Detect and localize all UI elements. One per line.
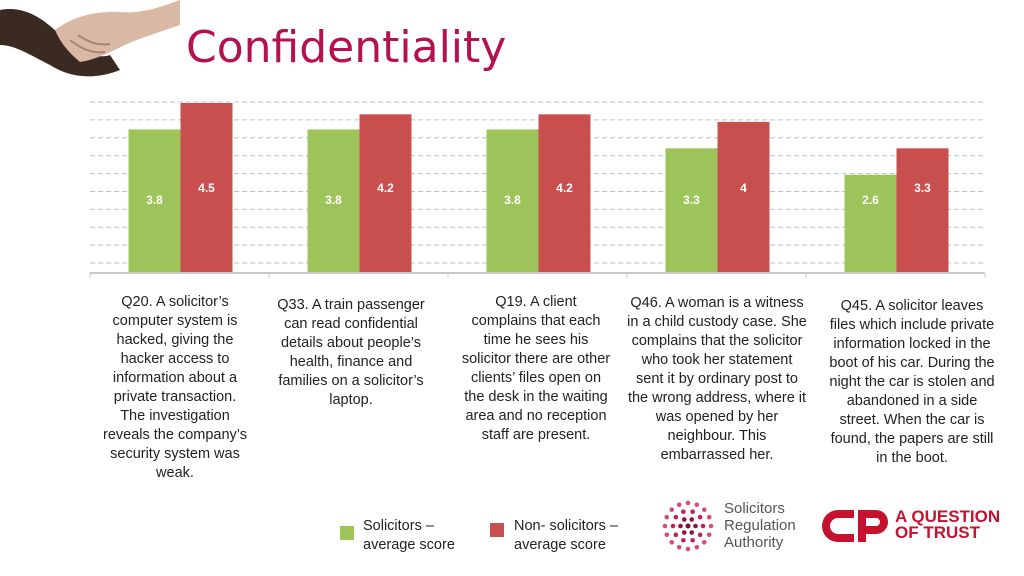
sra-dot	[689, 517, 695, 522]
legend-label-non-solicitors: Non- solicitors – average score	[514, 517, 618, 555]
sra-line1: Solicitors	[724, 500, 785, 517]
chart-gridlines	[90, 101, 985, 264]
sra-dot	[689, 530, 695, 535]
sra-dot	[700, 523, 706, 529]
legend-solicitors-line2: average score	[363, 537, 455, 553]
sra-dot	[681, 517, 687, 522]
bar-solicitors	[486, 129, 539, 273]
handshake-image	[0, 0, 180, 77]
bar-non-solicitors	[180, 103, 233, 273]
sra-dot	[681, 537, 686, 543]
bar-chart: 3.8 3.8 3.8 3.3 2.6 4.5 4.2 4.2 4 3.3	[89, 101, 986, 278]
sra-dot	[685, 523, 691, 529]
sra-dot	[669, 507, 675, 513]
category-label: Q33. A train passenger can read confiden…	[277, 297, 425, 408]
sra-dot	[690, 537, 695, 543]
sra-dot	[670, 523, 676, 529]
sra-dot	[678, 523, 683, 529]
sra-dot	[673, 514, 679, 520]
category-label: Q20. A solicitor’s computer system is ha…	[102, 294, 247, 481]
sra-dot	[693, 523, 698, 529]
data-label: 4	[740, 181, 747, 195]
category-label: Q46. A woman is a witness in a child cus…	[627, 295, 807, 463]
data-label: 3.8	[325, 193, 342, 207]
sra-dot	[681, 509, 686, 515]
aqt-line1: A QUESTION	[895, 507, 1001, 526]
bar-solicitors	[128, 129, 181, 273]
aqt-line2: OF TRUST	[895, 523, 980, 542]
data-label: 2.6	[862, 193, 879, 207]
sra-dot	[669, 539, 675, 545]
data-label: 4.2	[556, 181, 573, 195]
data-label: 4.2	[377, 181, 394, 195]
sra-dot	[681, 530, 687, 535]
sra-dot	[706, 514, 712, 520]
sra-dot	[694, 544, 700, 550]
legend-solicitors-line1: Solicitors –	[363, 518, 434, 534]
aqt-logo-text: A QUESTION OF TRUST	[895, 507, 1001, 542]
sra-logo-dots-icon	[662, 500, 714, 552]
chart-axis	[89, 272, 986, 278]
sra-dot	[664, 514, 670, 520]
bar-solicitors	[307, 129, 360, 273]
sra-dot	[697, 532, 703, 538]
aqt-logo-icon	[822, 510, 888, 542]
legend-swatch-solicitors	[340, 526, 354, 540]
sra-dot	[701, 539, 707, 545]
category-label: Q45. A solicitor leaves files which incl…	[829, 298, 995, 466]
sra-line2: Regulation	[724, 517, 796, 534]
legend-non-solicitors-line1: Non- solicitors –	[514, 518, 618, 534]
data-label: 4.5	[198, 181, 215, 195]
category-label: Q19. A client complains that each time h…	[461, 294, 611, 443]
legend-non-solicitors-line2: average score	[514, 537, 606, 553]
data-label: 3.8	[504, 193, 521, 207]
sra-dot	[676, 502, 682, 508]
sra-dot	[706, 532, 712, 538]
sra-dot	[676, 544, 682, 550]
data-label: 3.3	[914, 181, 931, 195]
bar-solicitors	[844, 174, 897, 273]
legend-label-solicitors: Solicitors – average score	[363, 517, 455, 555]
sra-line3: Authority	[724, 534, 784, 551]
sra-dot	[662, 523, 668, 529]
bar-non-solicitors	[717, 121, 770, 273]
bar-non-solicitors	[896, 148, 949, 273]
sra-logo-text: Solicitors Regulation Authority	[724, 500, 796, 551]
data-label: 3.8	[146, 193, 163, 207]
sra-dot	[708, 523, 714, 529]
sra-dot	[664, 532, 670, 538]
page-title: Confidentiality	[186, 22, 507, 73]
sra-dot	[673, 532, 679, 538]
bar-solicitors	[665, 148, 718, 273]
sra-dot	[685, 500, 691, 506]
bar-non-solicitors	[538, 114, 591, 273]
chart-bars: 3.8 3.8 3.8 3.3 2.6 4.5 4.2 4.2 4 3.3	[128, 103, 949, 273]
sra-dot	[685, 546, 691, 552]
bar-non-solicitors	[359, 114, 412, 273]
sra-dot	[690, 509, 695, 515]
sra-dot	[697, 514, 703, 520]
sra-dot	[694, 502, 700, 508]
sra-dot	[701, 507, 707, 513]
legend-swatch-non-solicitors	[490, 523, 504, 537]
data-label: 3.3	[683, 193, 700, 207]
